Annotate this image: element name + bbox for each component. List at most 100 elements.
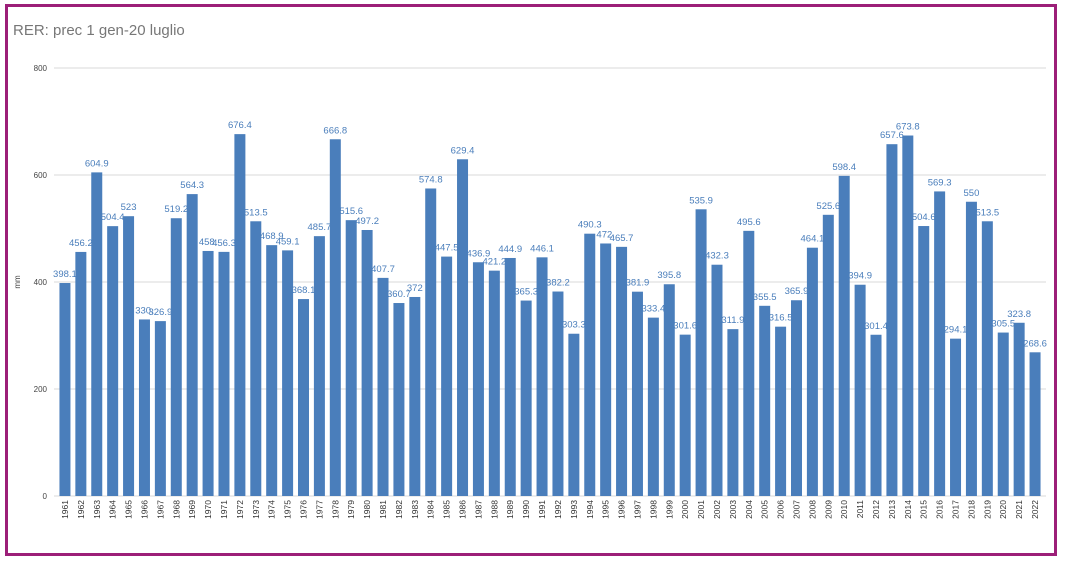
x-tick-label: 1997 [632, 500, 642, 519]
x-tick-label: 1963 [92, 500, 102, 519]
y-tick-label: 400 [34, 278, 48, 287]
x-tick-label: 2007 [792, 500, 802, 519]
x-tick-label: 1979 [346, 500, 356, 519]
x-tick-label: 2021 [1014, 500, 1024, 519]
x-tick-label: 1996 [617, 500, 627, 519]
bar-1975 [282, 250, 294, 496]
data-label: 504.4 [101, 212, 125, 223]
data-label: 398.1 [53, 269, 77, 280]
chart-frame [5, 4, 1057, 556]
data-label: 368.1 [292, 285, 316, 296]
bar-2003 [727, 329, 739, 496]
bar-1997 [631, 291, 643, 496]
bar-2017 [950, 338, 962, 496]
x-tick-label: 1985 [442, 500, 452, 519]
x-tick-label: 1989 [505, 500, 515, 519]
x-tick-label: 2016 [935, 500, 945, 519]
x-tick-label: 2005 [760, 500, 770, 519]
bar-2018 [965, 201, 977, 496]
x-tick-label: 1986 [458, 500, 468, 519]
bar-1992 [552, 291, 564, 496]
bar-2005 [759, 305, 771, 496]
data-label: 458. [199, 237, 218, 248]
bar-1968 [170, 218, 182, 496]
bar-2009 [822, 214, 834, 496]
y-tick-label: 0 [43, 492, 48, 501]
data-label: 395.8 [657, 270, 681, 281]
bar-1986 [457, 159, 469, 496]
data-label: 513.5 [244, 207, 268, 218]
bar-1993 [568, 333, 580, 496]
data-label: 365.9 [785, 286, 809, 297]
data-label: 456.3 [212, 238, 236, 249]
data-label: 294.1 [944, 325, 968, 336]
bar-2004 [743, 230, 755, 496]
x-tick-label: 1994 [585, 500, 595, 519]
bar-2016 [934, 191, 946, 496]
data-label: 381.9 [626, 278, 650, 289]
x-tick-label: 2002 [712, 500, 722, 519]
data-label: 459.1 [276, 236, 300, 247]
data-label: 326.9 [148, 307, 172, 318]
bar-2012 [870, 334, 882, 496]
bar-2011 [854, 284, 866, 496]
data-label: 550 [964, 188, 980, 199]
data-label: 629.4 [451, 145, 475, 156]
x-tick-label: 1992 [553, 500, 563, 519]
x-tick-label: 1969 [187, 500, 197, 519]
bar-1963 [91, 172, 103, 497]
x-tick-label: 1962 [76, 500, 86, 519]
bar-1999 [663, 284, 675, 496]
x-tick-label: 1970 [203, 500, 213, 519]
x-tick-label: 2022 [1030, 500, 1040, 519]
y-tick-label: 600 [34, 171, 48, 180]
bar-2022 [1029, 352, 1041, 496]
data-label: 464.1 [801, 234, 825, 245]
bar-1989 [504, 257, 516, 496]
bar-1978 [329, 139, 341, 496]
bar-1970 [202, 250, 214, 496]
data-label: 504.6 [912, 212, 936, 223]
bar-1980 [361, 229, 373, 497]
data-label: 657.6 [880, 130, 904, 141]
data-label: 303.3 [562, 320, 586, 331]
data-label: 447.5 [435, 243, 459, 254]
x-tick-label: 1961 [60, 500, 70, 519]
bar-1977 [313, 236, 325, 496]
data-label: 268.6 [1023, 338, 1047, 349]
data-label: 472. [596, 229, 615, 240]
data-label: 523 [121, 202, 137, 213]
x-tick-label: 2004 [744, 500, 754, 519]
bar-1965 [123, 216, 135, 496]
bar-2000 [679, 334, 691, 496]
x-tick-label: 2017 [951, 500, 961, 519]
y-tick-label: 800 [34, 64, 48, 73]
x-tick-label: 1972 [235, 500, 245, 519]
x-tick-label: 1967 [155, 500, 165, 519]
bar-1982 [393, 303, 405, 496]
x-tick-label: 1995 [601, 500, 611, 519]
bar-1996 [616, 246, 628, 496]
x-tick-label: 1984 [426, 500, 436, 519]
data-label: 436.9 [467, 248, 491, 259]
x-tick-label: 2015 [919, 500, 929, 519]
data-label: 421.2 [482, 257, 506, 268]
x-tick-label: 2000 [680, 500, 690, 519]
x-tick-label: 1978 [330, 500, 340, 519]
x-tick-label: 1988 [489, 500, 499, 519]
x-tick-label: 1981 [378, 500, 388, 519]
data-label: 666.8 [323, 125, 347, 136]
bar-1979 [345, 220, 357, 497]
x-tick-label: 2014 [903, 500, 913, 519]
y-tick-label: 200 [34, 385, 48, 394]
bar-2013 [886, 144, 898, 496]
data-label: 432.3 [705, 251, 729, 262]
bar-2006 [775, 326, 787, 496]
x-tick-label: 1973 [251, 500, 261, 519]
x-tick-label: 2011 [855, 500, 865, 519]
x-tick-label: 2009 [823, 500, 833, 519]
x-tick-label: 1991 [537, 500, 547, 519]
data-label: 365.3 [514, 287, 538, 298]
data-label: 519.2 [164, 204, 188, 215]
bar-1969 [186, 194, 198, 497]
